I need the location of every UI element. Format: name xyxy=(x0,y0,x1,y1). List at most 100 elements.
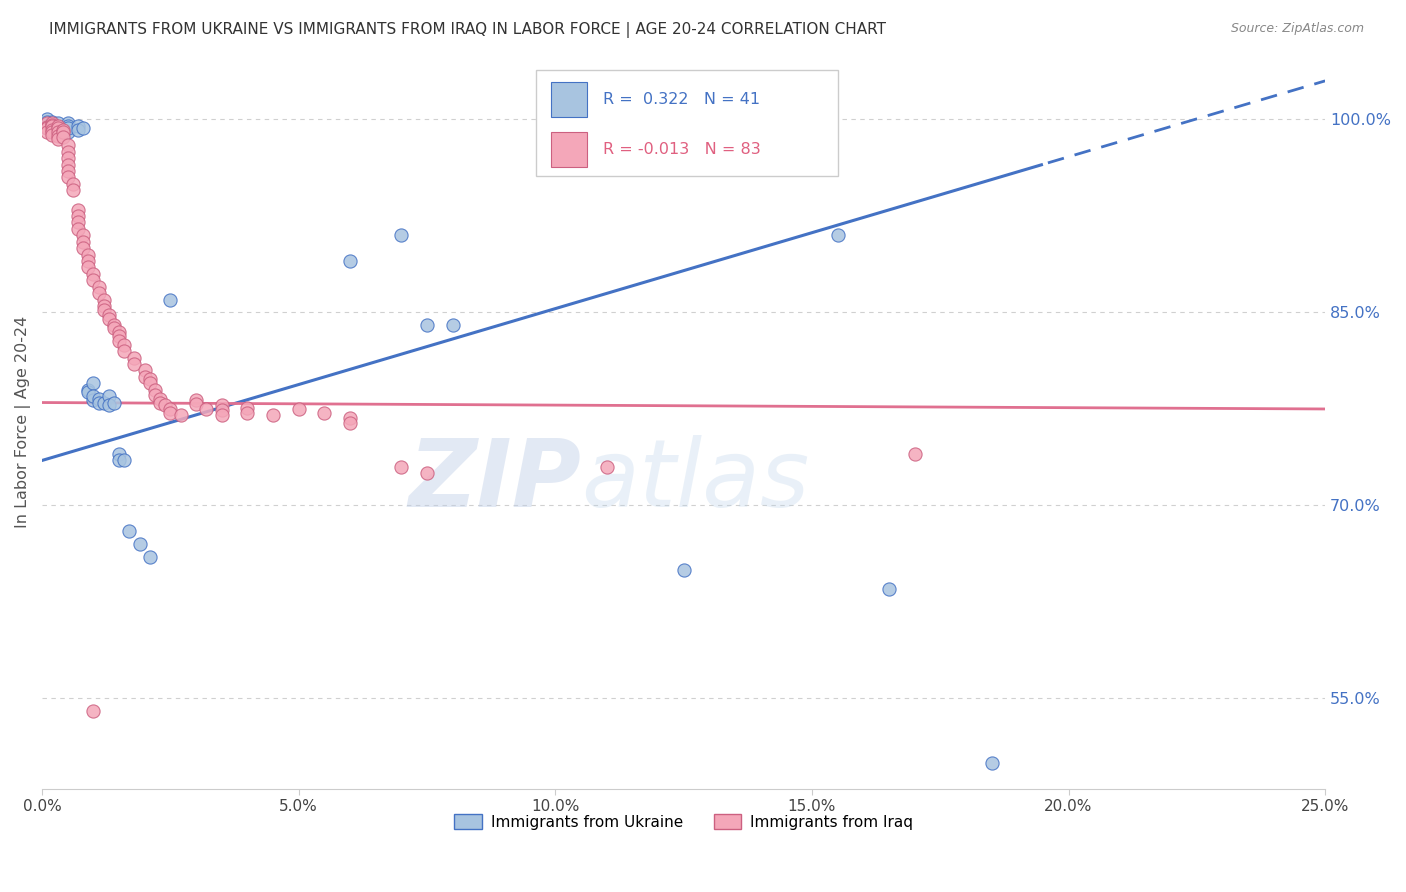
Point xyxy=(236,406,259,420)
Point xyxy=(339,411,361,425)
Point xyxy=(41,116,63,130)
Point xyxy=(775,112,797,127)
Point xyxy=(416,467,439,481)
Point xyxy=(93,302,115,317)
Point xyxy=(41,116,63,130)
Point xyxy=(41,120,63,135)
Point xyxy=(77,385,100,400)
Point xyxy=(103,395,125,409)
Point xyxy=(389,459,412,474)
Point xyxy=(184,392,207,407)
Point xyxy=(52,130,75,145)
Point xyxy=(82,273,104,287)
Legend: Immigrants from Ukraine, Immigrants from Iraq: Immigrants from Ukraine, Immigrants from… xyxy=(449,807,920,836)
Point xyxy=(118,524,141,539)
Point xyxy=(46,129,69,144)
Point xyxy=(37,116,59,130)
Point xyxy=(56,138,79,153)
Point xyxy=(211,398,233,412)
Point xyxy=(46,116,69,130)
Point xyxy=(155,398,177,412)
Point xyxy=(82,267,104,281)
Point xyxy=(128,537,150,551)
Point xyxy=(41,115,63,129)
Point xyxy=(56,121,79,136)
Point xyxy=(103,318,125,333)
Point xyxy=(108,328,131,343)
Point xyxy=(389,228,412,243)
Text: ZIP: ZIP xyxy=(408,434,581,526)
Point xyxy=(108,334,131,348)
Point xyxy=(827,228,849,243)
Point xyxy=(211,403,233,417)
Point xyxy=(149,392,172,406)
Point xyxy=(314,406,336,420)
Point xyxy=(980,756,1002,770)
Point xyxy=(41,119,63,133)
Point xyxy=(72,235,94,249)
Point xyxy=(97,398,120,412)
Point xyxy=(143,383,166,397)
Point xyxy=(77,383,100,397)
Point xyxy=(170,409,193,423)
Point xyxy=(56,151,79,165)
Point xyxy=(416,318,439,333)
Text: R = -0.013   N = 83: R = -0.013 N = 83 xyxy=(603,142,761,157)
Point xyxy=(46,132,69,146)
Point xyxy=(93,395,115,409)
Point xyxy=(77,254,100,268)
Point xyxy=(877,582,900,596)
Point xyxy=(67,202,90,217)
Point xyxy=(595,459,617,474)
Point xyxy=(139,549,162,564)
Point xyxy=(72,121,94,136)
FancyBboxPatch shape xyxy=(551,132,588,168)
Point xyxy=(56,116,79,130)
Point xyxy=(108,447,131,461)
Text: R =  0.322   N = 41: R = 0.322 N = 41 xyxy=(603,92,759,107)
Point xyxy=(82,389,104,403)
Text: Source: ZipAtlas.com: Source: ZipAtlas.com xyxy=(1230,22,1364,36)
FancyBboxPatch shape xyxy=(536,70,838,176)
Point xyxy=(112,344,135,359)
Point xyxy=(97,308,120,322)
Point xyxy=(56,145,79,159)
Point xyxy=(46,125,69,139)
Point xyxy=(134,369,156,384)
Point xyxy=(77,260,100,275)
Point xyxy=(108,453,131,467)
Point xyxy=(37,115,59,129)
Point xyxy=(149,395,172,409)
Y-axis label: In Labor Force | Age 20-24: In Labor Force | Age 20-24 xyxy=(15,316,31,528)
Point xyxy=(37,121,59,136)
Point xyxy=(87,279,110,293)
Text: IMMIGRANTS FROM UKRAINE VS IMMIGRANTS FROM IRAQ IN LABOR FORCE | AGE 20-24 CORRE: IMMIGRANTS FROM UKRAINE VS IMMIGRANTS FR… xyxy=(49,22,886,38)
Point xyxy=(672,563,695,577)
Point xyxy=(287,401,309,416)
Point xyxy=(159,293,181,307)
Point xyxy=(52,122,75,136)
Point xyxy=(82,376,104,391)
Point xyxy=(93,293,115,307)
Point xyxy=(56,170,79,185)
Text: atlas: atlas xyxy=(581,435,810,526)
Point xyxy=(184,397,207,411)
Point xyxy=(67,209,90,223)
Point xyxy=(159,401,181,416)
Point xyxy=(134,363,156,377)
Point xyxy=(139,376,162,391)
Point xyxy=(103,321,125,335)
Point xyxy=(41,128,63,142)
Point xyxy=(87,392,110,406)
Point xyxy=(139,372,162,386)
Point xyxy=(62,183,84,197)
Point xyxy=(37,125,59,139)
Point xyxy=(441,318,464,333)
Point xyxy=(67,122,90,136)
Point xyxy=(108,325,131,339)
Point xyxy=(159,406,181,420)
Point xyxy=(143,388,166,402)
Point xyxy=(67,215,90,229)
Point xyxy=(93,299,115,313)
Point xyxy=(41,125,63,139)
